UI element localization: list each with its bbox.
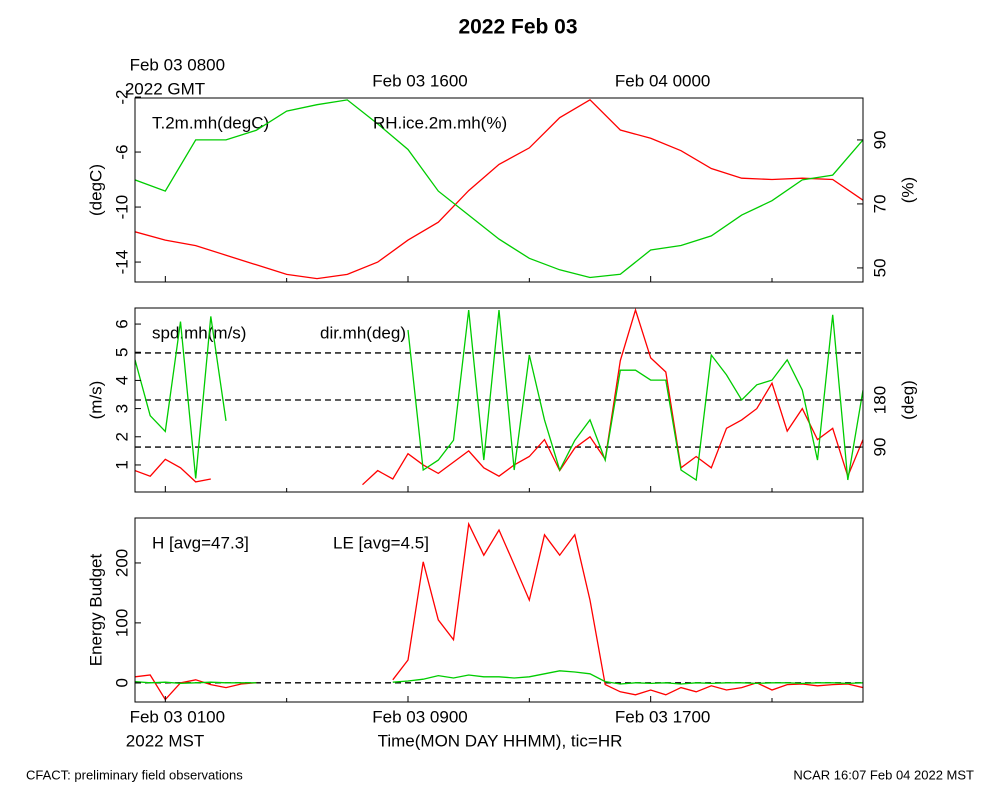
y2-tick-label: 180 — [870, 386, 889, 414]
y2-tick-label: 90 — [870, 130, 889, 149]
y-tick-label: 200 — [112, 549, 131, 577]
y-tick-label: -6 — [112, 144, 131, 159]
top-zone-label: 2022 GMT — [125, 79, 205, 98]
data-line — [135, 670, 863, 685]
legend-label: RH.ice.2m.mh(%) — [373, 113, 507, 132]
y-tick-label: 5 — [112, 348, 131, 357]
legend-label: T.2m.mh(degC) — [152, 113, 269, 132]
data-line — [135, 310, 863, 482]
data-line — [135, 308, 863, 486]
x-tick-label: Feb 03 1700 — [615, 707, 710, 726]
y-axis-label: Energy Budget — [86, 553, 105, 666]
x-tick-label: Feb 03 0100 — [130, 707, 225, 726]
footer-right: NCAR 16:07 Feb 04 2022 MST — [793, 767, 974, 782]
x-axis-label: Time(MON DAY HHMM), tic=HR — [378, 731, 623, 750]
top-x-tick-label: Feb 03 0800 — [130, 55, 225, 74]
y-axis-label: (m/s) — [86, 381, 105, 420]
y2-axis-label: (deg) — [898, 380, 917, 420]
y-tick-label: -14 — [112, 250, 131, 275]
chart-title: 2022 Feb 03 — [458, 16, 577, 39]
plot-frame — [134, 517, 864, 703]
top-x-tick-label: Feb 04 0000 — [615, 71, 710, 90]
bottom-zone-label: 2022 MST — [126, 731, 204, 750]
y-axis-label: (degC) — [86, 164, 105, 216]
y-tick-label: 4 — [112, 376, 131, 385]
y-tick-label: 100 — [112, 609, 131, 637]
legend-label: LE [avg=4.5] — [333, 533, 429, 552]
data-line — [135, 99, 863, 279]
legend-label: dir.mh(deg) — [320, 323, 406, 342]
plot-frame — [134, 97, 864, 283]
legend-label: spd.mh(m/s) — [152, 323, 246, 342]
y-tick-label: 3 — [112, 404, 131, 413]
y2-axis-label: (%) — [898, 177, 917, 203]
legend-label: H [avg=47.3] — [152, 533, 249, 552]
x-tick-label: Feb 03 0900 — [372, 707, 467, 726]
y2-tick-label: 50 — [870, 258, 889, 277]
top-x-tick-label: Feb 03 1600 — [372, 71, 467, 90]
y-tick-label: 1 — [112, 460, 131, 469]
y-tick-label: 6 — [112, 319, 131, 328]
y-tick-label: -2 — [112, 89, 131, 104]
y-tick-label: -10 — [112, 195, 131, 220]
y2-tick-label: 90 — [870, 438, 889, 457]
y-tick-label: 0 — [112, 678, 131, 687]
footer-left: CFACT: preliminary field observations — [26, 767, 243, 782]
y2-tick-label: 70 — [870, 194, 889, 213]
y-tick-label: 2 — [112, 432, 131, 441]
data-line — [135, 98, 863, 280]
